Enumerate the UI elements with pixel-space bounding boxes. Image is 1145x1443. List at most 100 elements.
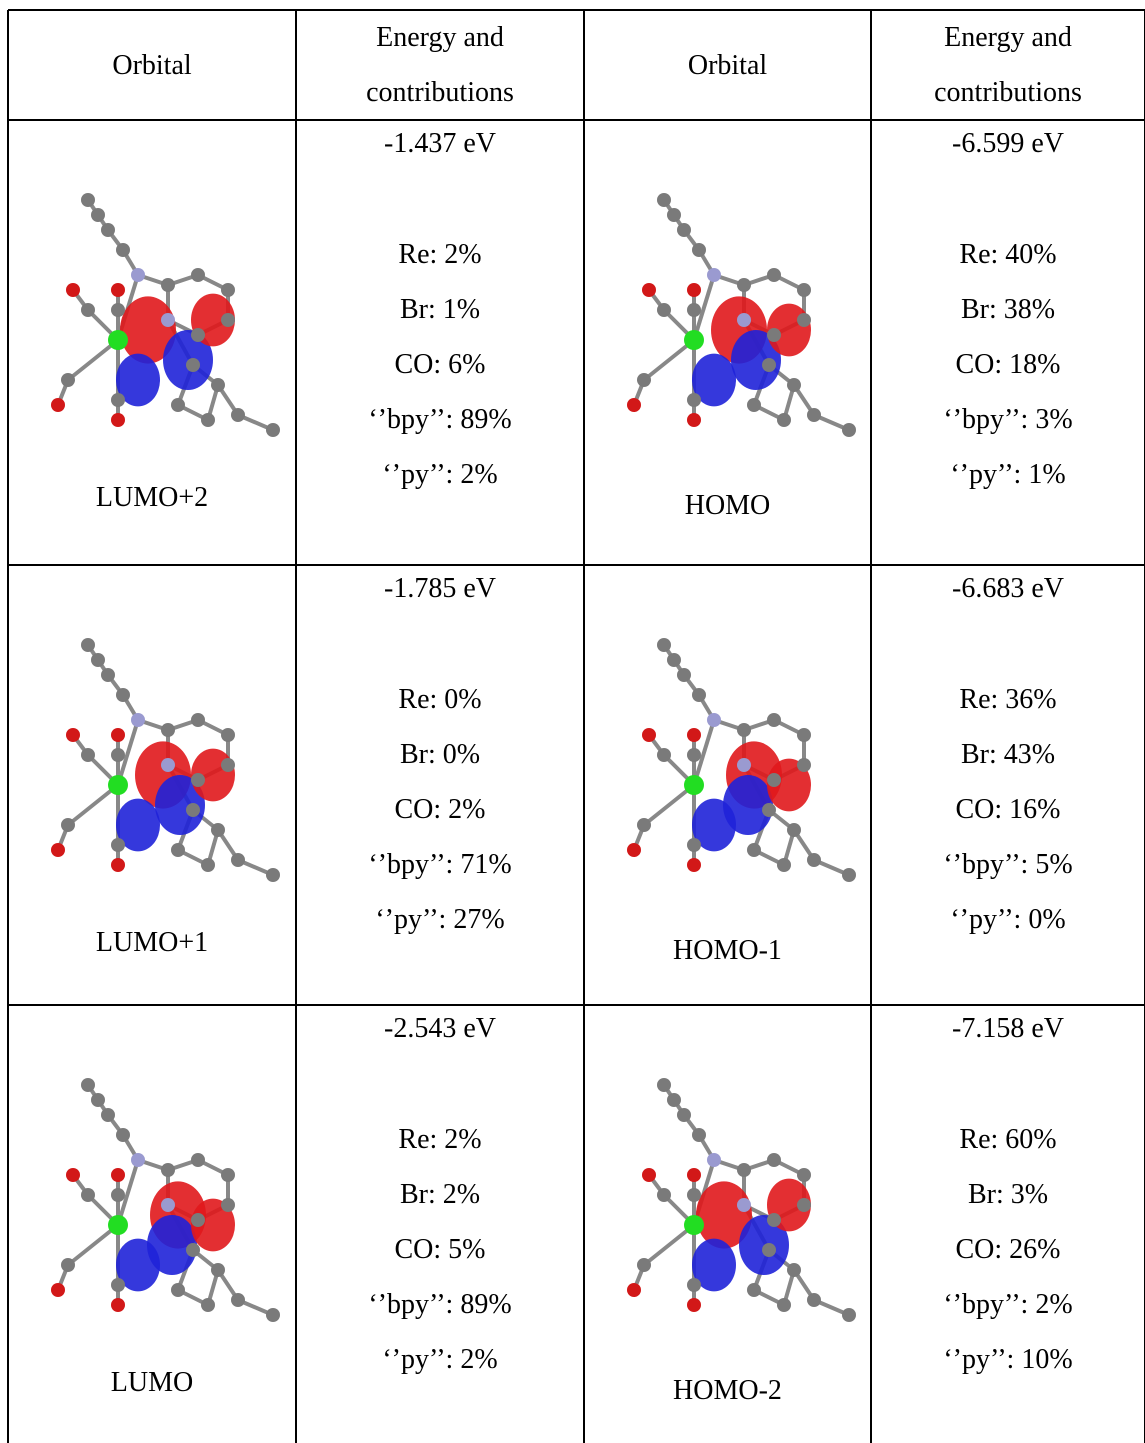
contribution: CO: 5% <box>296 1222 584 1277</box>
molecule-part <box>81 1078 95 1092</box>
molecule-part <box>101 223 115 237</box>
molecule-part <box>108 775 128 795</box>
molecule-part <box>191 1153 205 1167</box>
molecule-part <box>101 1108 115 1122</box>
molecule-part <box>91 1093 105 1107</box>
orbital-image <box>604 180 864 460</box>
molecule-part <box>797 1198 811 1212</box>
molecule-part <box>51 843 65 857</box>
contribution: CO: 26% <box>871 1222 1145 1277</box>
molecule-part <box>131 268 145 282</box>
orbital-image <box>28 1065 288 1345</box>
molecule-part <box>91 208 105 222</box>
contribution: Re: 60% <box>871 1112 1145 1167</box>
molecule-part <box>221 1198 235 1212</box>
molecule-part <box>111 393 125 407</box>
orbital-label: HOMO-2 <box>584 1363 871 1418</box>
molecule-part <box>111 283 125 297</box>
contribution: ‘’bpy’’: 89% <box>296 392 584 447</box>
contribution: CO: 6% <box>296 337 584 392</box>
molecule-part <box>797 283 811 297</box>
molecule-part <box>231 853 245 867</box>
molecule-part <box>191 328 205 342</box>
molecule-part <box>81 303 95 317</box>
molecule-part <box>657 193 671 207</box>
molecule-part <box>797 1168 811 1182</box>
page: OrbitalEnergy and contributionsOrbitalEn… <box>0 0 1145 1443</box>
molecule-part <box>637 818 651 832</box>
contribution: ‘’bpy’’: 3% <box>871 392 1145 447</box>
molecule-part <box>842 1308 856 1322</box>
contribution: Br: 43% <box>871 727 1145 782</box>
molecule-part <box>111 1168 125 1182</box>
molecule-part <box>737 278 751 292</box>
molecule-part <box>747 843 761 857</box>
molecule-part <box>687 1168 701 1182</box>
molecule-part <box>767 773 781 787</box>
molecule-part <box>101 668 115 682</box>
molecule-part <box>787 378 801 392</box>
molecule-part <box>81 638 95 652</box>
molecule-part <box>221 1168 235 1182</box>
molecule-part <box>787 1263 801 1277</box>
molecule-part <box>677 1108 691 1122</box>
molecule-part <box>231 1293 245 1307</box>
molecule-part <box>111 1188 125 1202</box>
molecule-part <box>221 758 235 772</box>
contribution: Br: 0% <box>296 727 584 782</box>
molecule-part <box>61 1258 75 1272</box>
molecule-part <box>627 1283 641 1297</box>
contribution: ‘’py’’: 10% <box>871 1332 1145 1387</box>
molecule-part <box>657 748 671 762</box>
molecule-part <box>797 313 811 327</box>
molecule-part <box>186 1243 200 1257</box>
contribution: ‘’py’’: 2% <box>296 447 584 502</box>
molecule-part <box>692 688 706 702</box>
orbital-label: LUMO+1 <box>8 915 296 970</box>
orbital-image <box>604 1065 864 1345</box>
molecule-part <box>687 838 701 852</box>
molecule-part <box>81 748 95 762</box>
molecule-part <box>797 758 811 772</box>
molecule-part <box>111 858 125 872</box>
molecule-part <box>161 1163 175 1177</box>
molecule-part <box>111 1278 125 1292</box>
contribution: ‘’py’’: 27% <box>296 892 584 947</box>
molecule-part <box>161 313 175 327</box>
molecule-part <box>186 358 200 372</box>
molecule-part <box>737 758 751 772</box>
molecule-part <box>687 1278 701 1292</box>
orbital-image <box>28 625 288 905</box>
molecule-part <box>161 1198 175 1212</box>
molecule-part <box>61 818 75 832</box>
molecule-part <box>191 773 205 787</box>
orbital-label: HOMO <box>584 478 871 533</box>
molecule-part <box>807 1293 821 1307</box>
orbital-image <box>28 180 288 460</box>
orbital-image <box>604 625 864 905</box>
molecule-part <box>684 1215 704 1235</box>
molecule-part <box>51 398 65 412</box>
orbital-label: HOMO-1 <box>584 923 871 978</box>
molecule-part <box>842 868 856 882</box>
contribution: CO: 18% <box>871 337 1145 392</box>
molecule-part <box>111 838 125 852</box>
molecule-part <box>737 723 751 737</box>
molecule-part <box>677 668 691 682</box>
molecule-part <box>171 1283 185 1297</box>
molecule-part <box>642 728 656 742</box>
molecule-part <box>687 728 701 742</box>
molecule-part <box>201 858 215 872</box>
molecule-part <box>842 423 856 437</box>
molecule-part <box>707 268 721 282</box>
header-cell: Energy and contributions <box>296 10 584 120</box>
energy: -1.785 eV <box>296 561 584 616</box>
molecule-part <box>161 278 175 292</box>
molecule-part <box>687 1298 701 1312</box>
molecule-part <box>66 283 80 297</box>
molecule-part <box>171 843 185 857</box>
molecule-part <box>677 223 691 237</box>
energy: -1.437 eV <box>296 116 584 171</box>
molecule-part <box>266 1308 280 1322</box>
molecule-part <box>684 330 704 350</box>
